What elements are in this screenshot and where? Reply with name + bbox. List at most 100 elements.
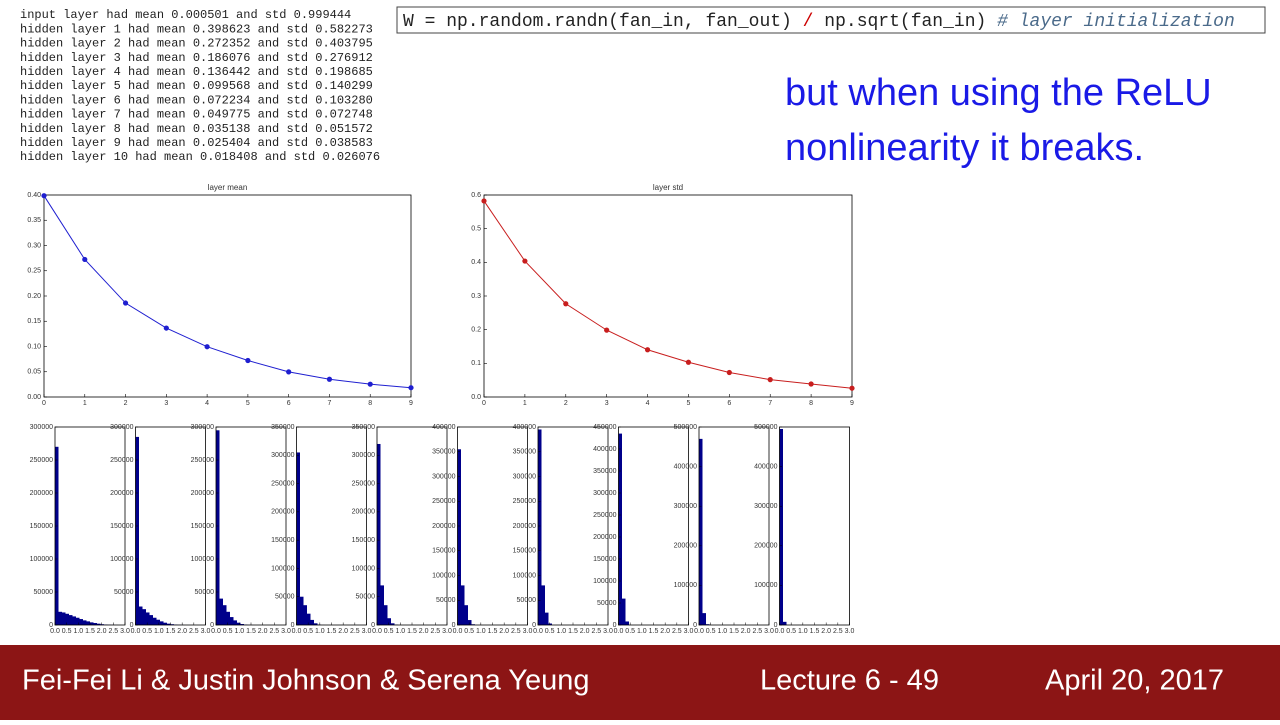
y-tick-label: 50000 <box>34 589 54 596</box>
histogram-bar <box>622 599 626 625</box>
x-tick-label: 3.0 <box>201 628 211 635</box>
y-tick-label: 50000 <box>275 594 295 601</box>
histogram-bar <box>59 612 63 625</box>
y-tick-label: 0.0 <box>471 394 481 401</box>
histogram-bar <box>626 621 630 625</box>
x-tick-label: 3.0 <box>523 628 533 635</box>
y-tick-label: 400000 <box>593 446 616 453</box>
log-line: hidden layer 9 had mean 0.025404 and std… <box>20 136 373 150</box>
histogram-bar <box>216 430 220 625</box>
y-tick-label: 250000 <box>593 512 616 519</box>
histogram-bar <box>220 599 224 625</box>
histogram-bar <box>300 597 304 625</box>
x-tick-label: 1 <box>83 400 87 407</box>
histogram-bar <box>783 622 787 625</box>
y-tick-label: 400000 <box>674 463 697 470</box>
y-tick-label: 300000 <box>593 490 616 497</box>
x-tick-label: 1.0 <box>315 628 325 635</box>
x-tick-label: 0.0 <box>533 628 543 635</box>
y-tick-label: 150000 <box>513 548 536 555</box>
x-tick-label: 0.5 <box>464 628 474 635</box>
log-line: input layer had mean 0.000501 and std 0.… <box>20 8 351 22</box>
histogram-bar <box>780 429 784 625</box>
x-tick-label: 0.5 <box>142 628 152 635</box>
log-line: hidden layer 10 had mean 0.018408 and st… <box>20 150 380 164</box>
x-tick-label: 1.0 <box>717 628 727 635</box>
x-tick-label: 2.0 <box>741 628 751 635</box>
y-tick-label: 50000 <box>517 597 537 604</box>
y-tick-label: 100000 <box>110 556 133 563</box>
data-point <box>768 377 773 382</box>
histogram-bar <box>545 613 549 625</box>
x-tick-label: 2.0 <box>338 628 348 635</box>
y-tick-label: 250000 <box>271 480 294 487</box>
x-tick-label: 1.0 <box>73 628 83 635</box>
y-tick-label: 300000 <box>30 424 53 431</box>
data-point <box>82 257 87 262</box>
x-tick-label: 0.5 <box>384 628 394 635</box>
x-tick-label: 3.0 <box>362 628 372 635</box>
y-tick-label: 200000 <box>271 509 294 516</box>
data-point <box>481 198 486 203</box>
x-tick-label: 2 <box>564 400 568 407</box>
x-tick-label: 0.0 <box>372 628 382 635</box>
data-point <box>849 386 854 391</box>
data-line <box>484 201 852 388</box>
data-point <box>408 385 413 390</box>
x-tick-label: 1.0 <box>476 628 486 635</box>
y-tick-label: 100000 <box>593 578 616 585</box>
data-point <box>327 377 332 382</box>
plot-frame <box>538 427 608 625</box>
x-tick-label: 2.5 <box>269 628 279 635</box>
x-tick-label: 2.5 <box>108 628 118 635</box>
x-tick-label: 4 <box>646 400 650 407</box>
plot-frame <box>780 427 850 625</box>
histogram-bar <box>139 607 143 625</box>
x-tick-label: 1.5 <box>85 628 95 635</box>
y-tick-label: 100000 <box>432 572 455 579</box>
histogram-bar <box>230 617 234 625</box>
y-tick-label: 50000 <box>114 589 134 596</box>
y-tick-label: 450000 <box>593 424 616 431</box>
histogram-bar <box>538 429 542 625</box>
charts: layer mean0.000.050.100.150.200.250.300.… <box>27 183 854 635</box>
histogram-bar <box>381 585 385 625</box>
histogram-bar <box>542 585 546 625</box>
y-tick-label: 150000 <box>110 523 133 530</box>
histogram-bar <box>465 605 469 625</box>
histogram-bar <box>461 585 465 625</box>
x-tick-label: 3.0 <box>845 628 855 635</box>
x-tick-label: 6 <box>287 400 291 407</box>
plot-frame <box>44 195 411 397</box>
heading: nonlinearity it breaks. <box>785 127 1144 169</box>
y-tick-label: 250000 <box>352 480 375 487</box>
histogram-bar <box>76 618 80 625</box>
y-tick-label: 300000 <box>674 503 697 510</box>
data-point <box>245 358 250 363</box>
log-line: hidden layer 4 had mean 0.136442 and std… <box>20 65 373 79</box>
x-tick-label: 8 <box>809 400 813 407</box>
x-tick-label: 9 <box>850 400 854 407</box>
y-tick-label: 250000 <box>513 498 536 505</box>
y-tick-label: 200000 <box>30 490 53 497</box>
y-tick-label: 400000 <box>432 424 455 431</box>
y-tick-label: 50000 <box>195 589 215 596</box>
data-point <box>522 258 527 263</box>
data-point <box>563 301 568 306</box>
y-tick-label: 0.40 <box>27 192 41 199</box>
x-tick-label: 7 <box>768 400 772 407</box>
data-point <box>123 300 128 305</box>
x-tick-label: 1.0 <box>798 628 808 635</box>
y-tick-label: 100000 <box>191 556 214 563</box>
y-tick-label: 0.15 <box>27 318 41 325</box>
chart-title: layer std <box>653 183 683 192</box>
x-tick-label: 0.5 <box>545 628 555 635</box>
x-tick-label: 2.5 <box>189 628 199 635</box>
x-tick-label: 0.0 <box>50 628 60 635</box>
histogram-bar <box>227 612 231 625</box>
x-tick-label: 8 <box>368 400 372 407</box>
x-tick-label: 0.0 <box>131 628 141 635</box>
x-tick-label: 5 <box>246 400 250 407</box>
histogram-bar <box>73 616 77 625</box>
